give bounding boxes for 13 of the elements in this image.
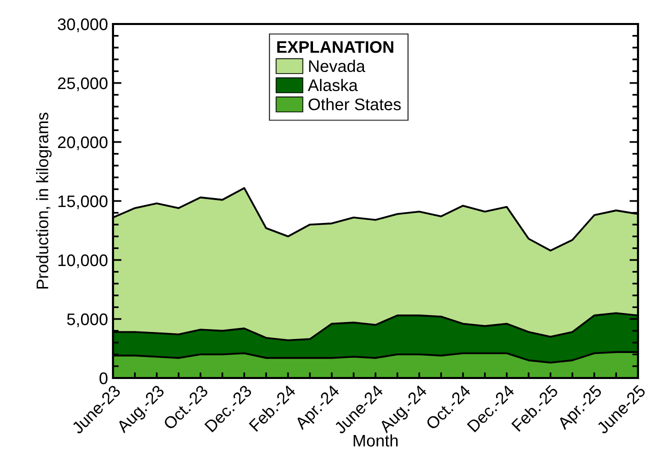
y-tick-label: 30,000 bbox=[58, 18, 108, 32]
y-tick-label: 15,000 bbox=[58, 195, 108, 210]
y-axis-title: Production, in kilograms bbox=[36, 112, 52, 289]
y-tick-label: 5,000 bbox=[67, 313, 108, 328]
y-tick-label: 25,000 bbox=[58, 77, 108, 92]
y-tick-label: 20,000 bbox=[58, 136, 108, 150]
y-tick-label: 10,000 bbox=[58, 254, 108, 268]
legend-label: Nevada bbox=[309, 60, 366, 72]
y-tick-label: 0 bbox=[100, 372, 108, 384]
legend-label: Other States bbox=[308, 98, 401, 110]
x-axis-title: Month bbox=[354, 434, 398, 447]
legend-title: EXPLANATION bbox=[277, 41, 394, 53]
legend-label: Alaska bbox=[308, 78, 358, 92]
